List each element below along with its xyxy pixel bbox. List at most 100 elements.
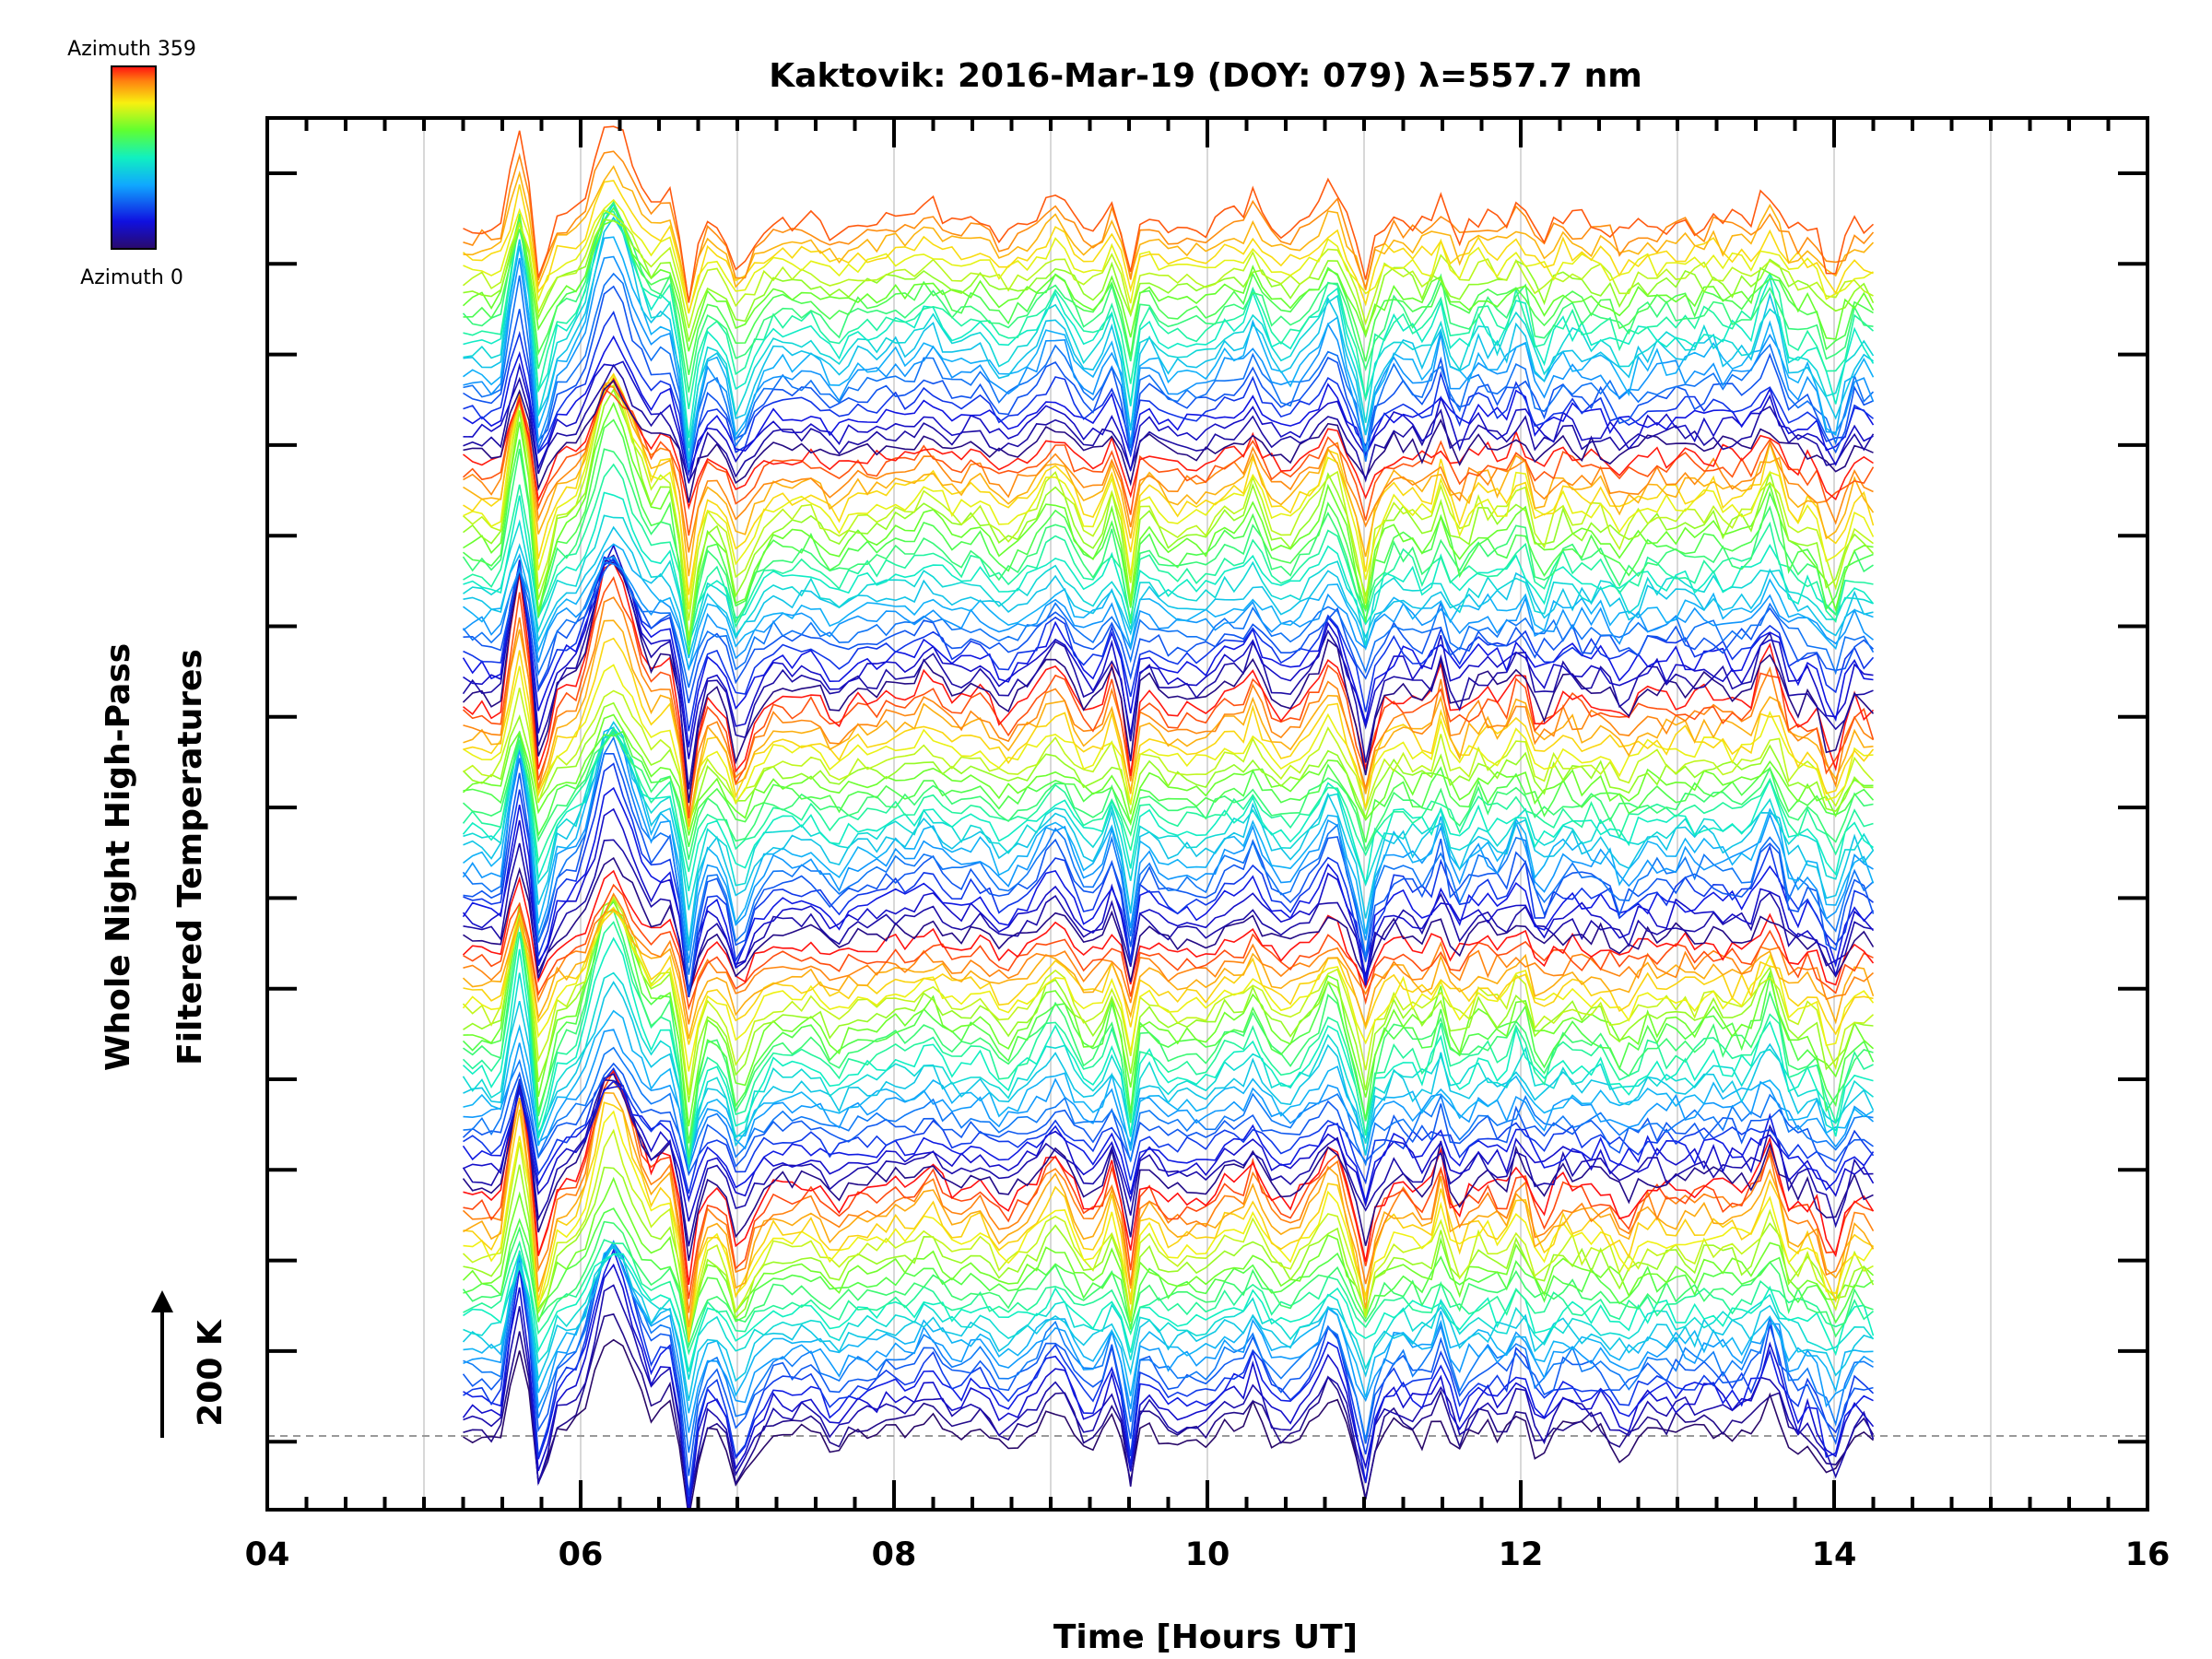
series-line-97 (463, 379, 1874, 503)
x-tick-label-08: 08 (872, 1536, 917, 1573)
y-axis-label-line2: Filtered Temperatures (171, 649, 209, 1065)
series-line-73 (462, 559, 1875, 804)
series-line-34 (463, 981, 1875, 1171)
series-line-86 (462, 448, 1874, 646)
series-line-22 (462, 1080, 1875, 1313)
series-line-26 (462, 1073, 1874, 1247)
series-line-48 (462, 869, 1875, 996)
series-line-110 (462, 201, 1874, 393)
series-line-43 (462, 906, 1875, 1072)
colorbar-bottom-label: Azimuth 0 (80, 266, 183, 289)
series-line-8 (463, 1240, 1874, 1433)
series-line-47 (463, 883, 1874, 1011)
series-line-88 (463, 401, 1874, 640)
colorbar-top-label: Azimuth 359 (67, 38, 196, 61)
series-line-89 (463, 387, 1875, 641)
series-line-79 (462, 561, 1875, 688)
series-line-74 (462, 554, 1874, 790)
series-line-90 (462, 384, 1874, 621)
series-line-32 (463, 1029, 1875, 1164)
series-line-72 (463, 561, 1875, 804)
series-line-60 (462, 726, 1874, 892)
series-line-99 (463, 360, 1874, 484)
series-line-52 (462, 786, 1875, 991)
series-line-51 (462, 807, 1875, 998)
series-line-102 (463, 285, 1874, 470)
series-line-85 (463, 463, 1874, 645)
series-line-100 (463, 335, 1875, 477)
series-line-111 (463, 206, 1874, 375)
scale-bar: 200 K (151, 1290, 229, 1438)
series-layer (462, 125, 1875, 1510)
axis-ticks (265, 118, 2149, 1510)
series-line-113 (463, 218, 1875, 342)
series-line-96 (463, 377, 1874, 511)
x-axis-label: Time [Hours UT] (1053, 1618, 1358, 1656)
x-tick-label-06: 06 (559, 1536, 604, 1573)
series-line-105 (463, 236, 1875, 462)
series-line-59 (463, 732, 1875, 911)
series-line-63 (463, 730, 1875, 847)
series-line-115 (463, 198, 1874, 314)
series-line-2 (463, 1284, 1875, 1510)
series-line-116 (462, 180, 1874, 313)
series-line-27 (463, 1085, 1875, 1222)
series-line-119 (463, 125, 1875, 303)
series-line-44 (463, 910, 1874, 1045)
series-line-31 (463, 1046, 1874, 1172)
x-tick-label-04: 04 (245, 1536, 290, 1573)
series-line-7 (463, 1241, 1874, 1453)
series-line-109 (463, 210, 1875, 410)
series-line-98 (463, 363, 1875, 485)
series-line-83 (463, 514, 1874, 647)
series-line-104 (463, 255, 1875, 470)
series-line-94 (463, 383, 1874, 553)
series-line-58 (463, 721, 1875, 945)
series-line-95 (462, 387, 1875, 536)
series-line-54 (463, 752, 1875, 996)
series-line-70 (463, 596, 1874, 813)
series-line-39 (462, 900, 1875, 1144)
colorbar-gradient (111, 65, 157, 250)
series-line-53 (463, 762, 1875, 994)
series-line-46 (463, 892, 1875, 1025)
series-line-12 (463, 1249, 1875, 1372)
series-line-1 (463, 1312, 1875, 1506)
series-line-0 (463, 1338, 1875, 1510)
series-line-87 (462, 418, 1874, 655)
series-line-38 (463, 910, 1874, 1158)
series-line-65 (462, 701, 1874, 827)
series-line-69 (463, 619, 1874, 828)
series-line-75 (463, 543, 1874, 759)
colorbar: Azimuth 359 Azimuth 0 (67, 38, 196, 289)
series-line-25 (462, 1078, 1874, 1262)
series-line-81 (463, 543, 1874, 670)
series-line-5 (463, 1245, 1875, 1496)
y-axis-label-line1: Whole Night High-Pass (100, 643, 137, 1071)
x-tick-label-10: 10 (1185, 1536, 1230, 1573)
series-line-91 (463, 374, 1875, 610)
series-line-35 (462, 971, 1875, 1160)
series-line-21 (463, 1091, 1875, 1328)
series-line-118 (463, 150, 1875, 302)
series-line-114 (462, 209, 1874, 329)
series-line-66 (463, 688, 1875, 830)
series-line-40 (463, 897, 1875, 1127)
series-line-50 (463, 839, 1874, 993)
series-line-78 (463, 556, 1875, 703)
series-line-56 (462, 727, 1874, 963)
series-line-28 (462, 1079, 1875, 1203)
series-line-19 (463, 1110, 1875, 1331)
series-line-30 (462, 1062, 1874, 1177)
x-tick-label-16: 16 (2125, 1536, 2171, 1573)
scale-bar-label: 200 K (192, 1319, 229, 1427)
x-tick-label-12: 12 (1499, 1536, 1544, 1573)
series-line-57 (463, 726, 1875, 951)
scale-bar-arrowhead (151, 1290, 173, 1312)
x-tick-labels: 04 06 08 10 12 14 16 (245, 1536, 2171, 1573)
series-line-55 (462, 735, 1875, 975)
series-line-61 (462, 727, 1874, 873)
series-line-108 (463, 200, 1875, 439)
series-line-107 (463, 202, 1875, 449)
